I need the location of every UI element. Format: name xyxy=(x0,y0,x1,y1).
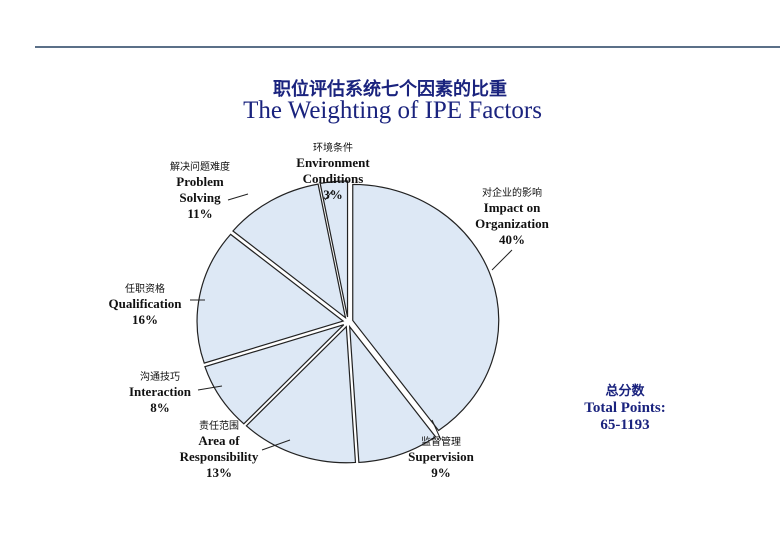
label-zh: 监督管理 xyxy=(421,437,461,448)
label-zh: 任职资格 xyxy=(125,284,165,295)
value-label: 40% xyxy=(499,232,525,247)
label-en: Supervision xyxy=(408,449,474,464)
pie-slice xyxy=(232,183,347,320)
label-en: Impact on Organization xyxy=(475,200,549,231)
pie-slice xyxy=(245,325,357,464)
leader-line xyxy=(491,249,513,271)
value-label: 11% xyxy=(187,206,213,221)
label-en: Qualification xyxy=(108,296,182,311)
label-zh: 解决问题难度 xyxy=(170,162,230,173)
title: The Weighting of IPE Factors xyxy=(243,97,542,124)
leader-line xyxy=(431,419,442,441)
label-zh: 对企业的影响 xyxy=(482,188,542,199)
slice-label: 解决问题难度 Problem Solving 11% xyxy=(160,162,240,222)
total: 总分数 Total Points: 65-1193 xyxy=(565,383,685,434)
value-label: 9% xyxy=(431,465,451,480)
label-en: Problem Solving xyxy=(176,174,224,205)
label-en: Interaction xyxy=(128,384,192,399)
label-en: Environment Conditions xyxy=(296,155,370,186)
pie-slice xyxy=(319,180,349,318)
slice-label: 责任范围 Area of Responsibility 13% xyxy=(164,421,274,481)
leader-line xyxy=(197,385,223,391)
total-label: Total Points: xyxy=(584,400,666,416)
value-label: 3% xyxy=(323,187,343,202)
leader-line xyxy=(261,439,291,451)
slice-label: 监督管理 Supervision 9% xyxy=(391,437,491,481)
label-zh: 责任范围 xyxy=(199,421,239,432)
slice-label: 任职资格 Qualification 16% xyxy=(90,284,200,328)
label-zh: 环境条件 xyxy=(313,143,353,154)
leader-line xyxy=(324,189,334,201)
pie-slice xyxy=(196,233,345,364)
pie-slice xyxy=(352,183,500,432)
slice-label: 对企业的影响 Impact on Organization 40% xyxy=(462,188,562,248)
title-zh: 职位评估系统七个因素的比重 xyxy=(273,79,507,100)
total-zh: 总分数 xyxy=(605,384,645,399)
pie-slice xyxy=(204,324,345,425)
label-zh: 沟通技巧 xyxy=(140,372,180,383)
total-value: 65-1193 xyxy=(600,417,650,433)
pie-slice xyxy=(348,324,437,464)
value-label: 8% xyxy=(150,400,170,415)
value-label: 16% xyxy=(132,312,158,327)
slice-label: 环境条件 Environment Conditions 3% xyxy=(278,143,388,203)
value-label: 13% xyxy=(206,465,232,480)
slice-label: 沟通技巧 Interaction 8% xyxy=(105,372,215,416)
label-en: Area of Responsibility xyxy=(179,433,259,464)
leader-line xyxy=(227,193,249,201)
